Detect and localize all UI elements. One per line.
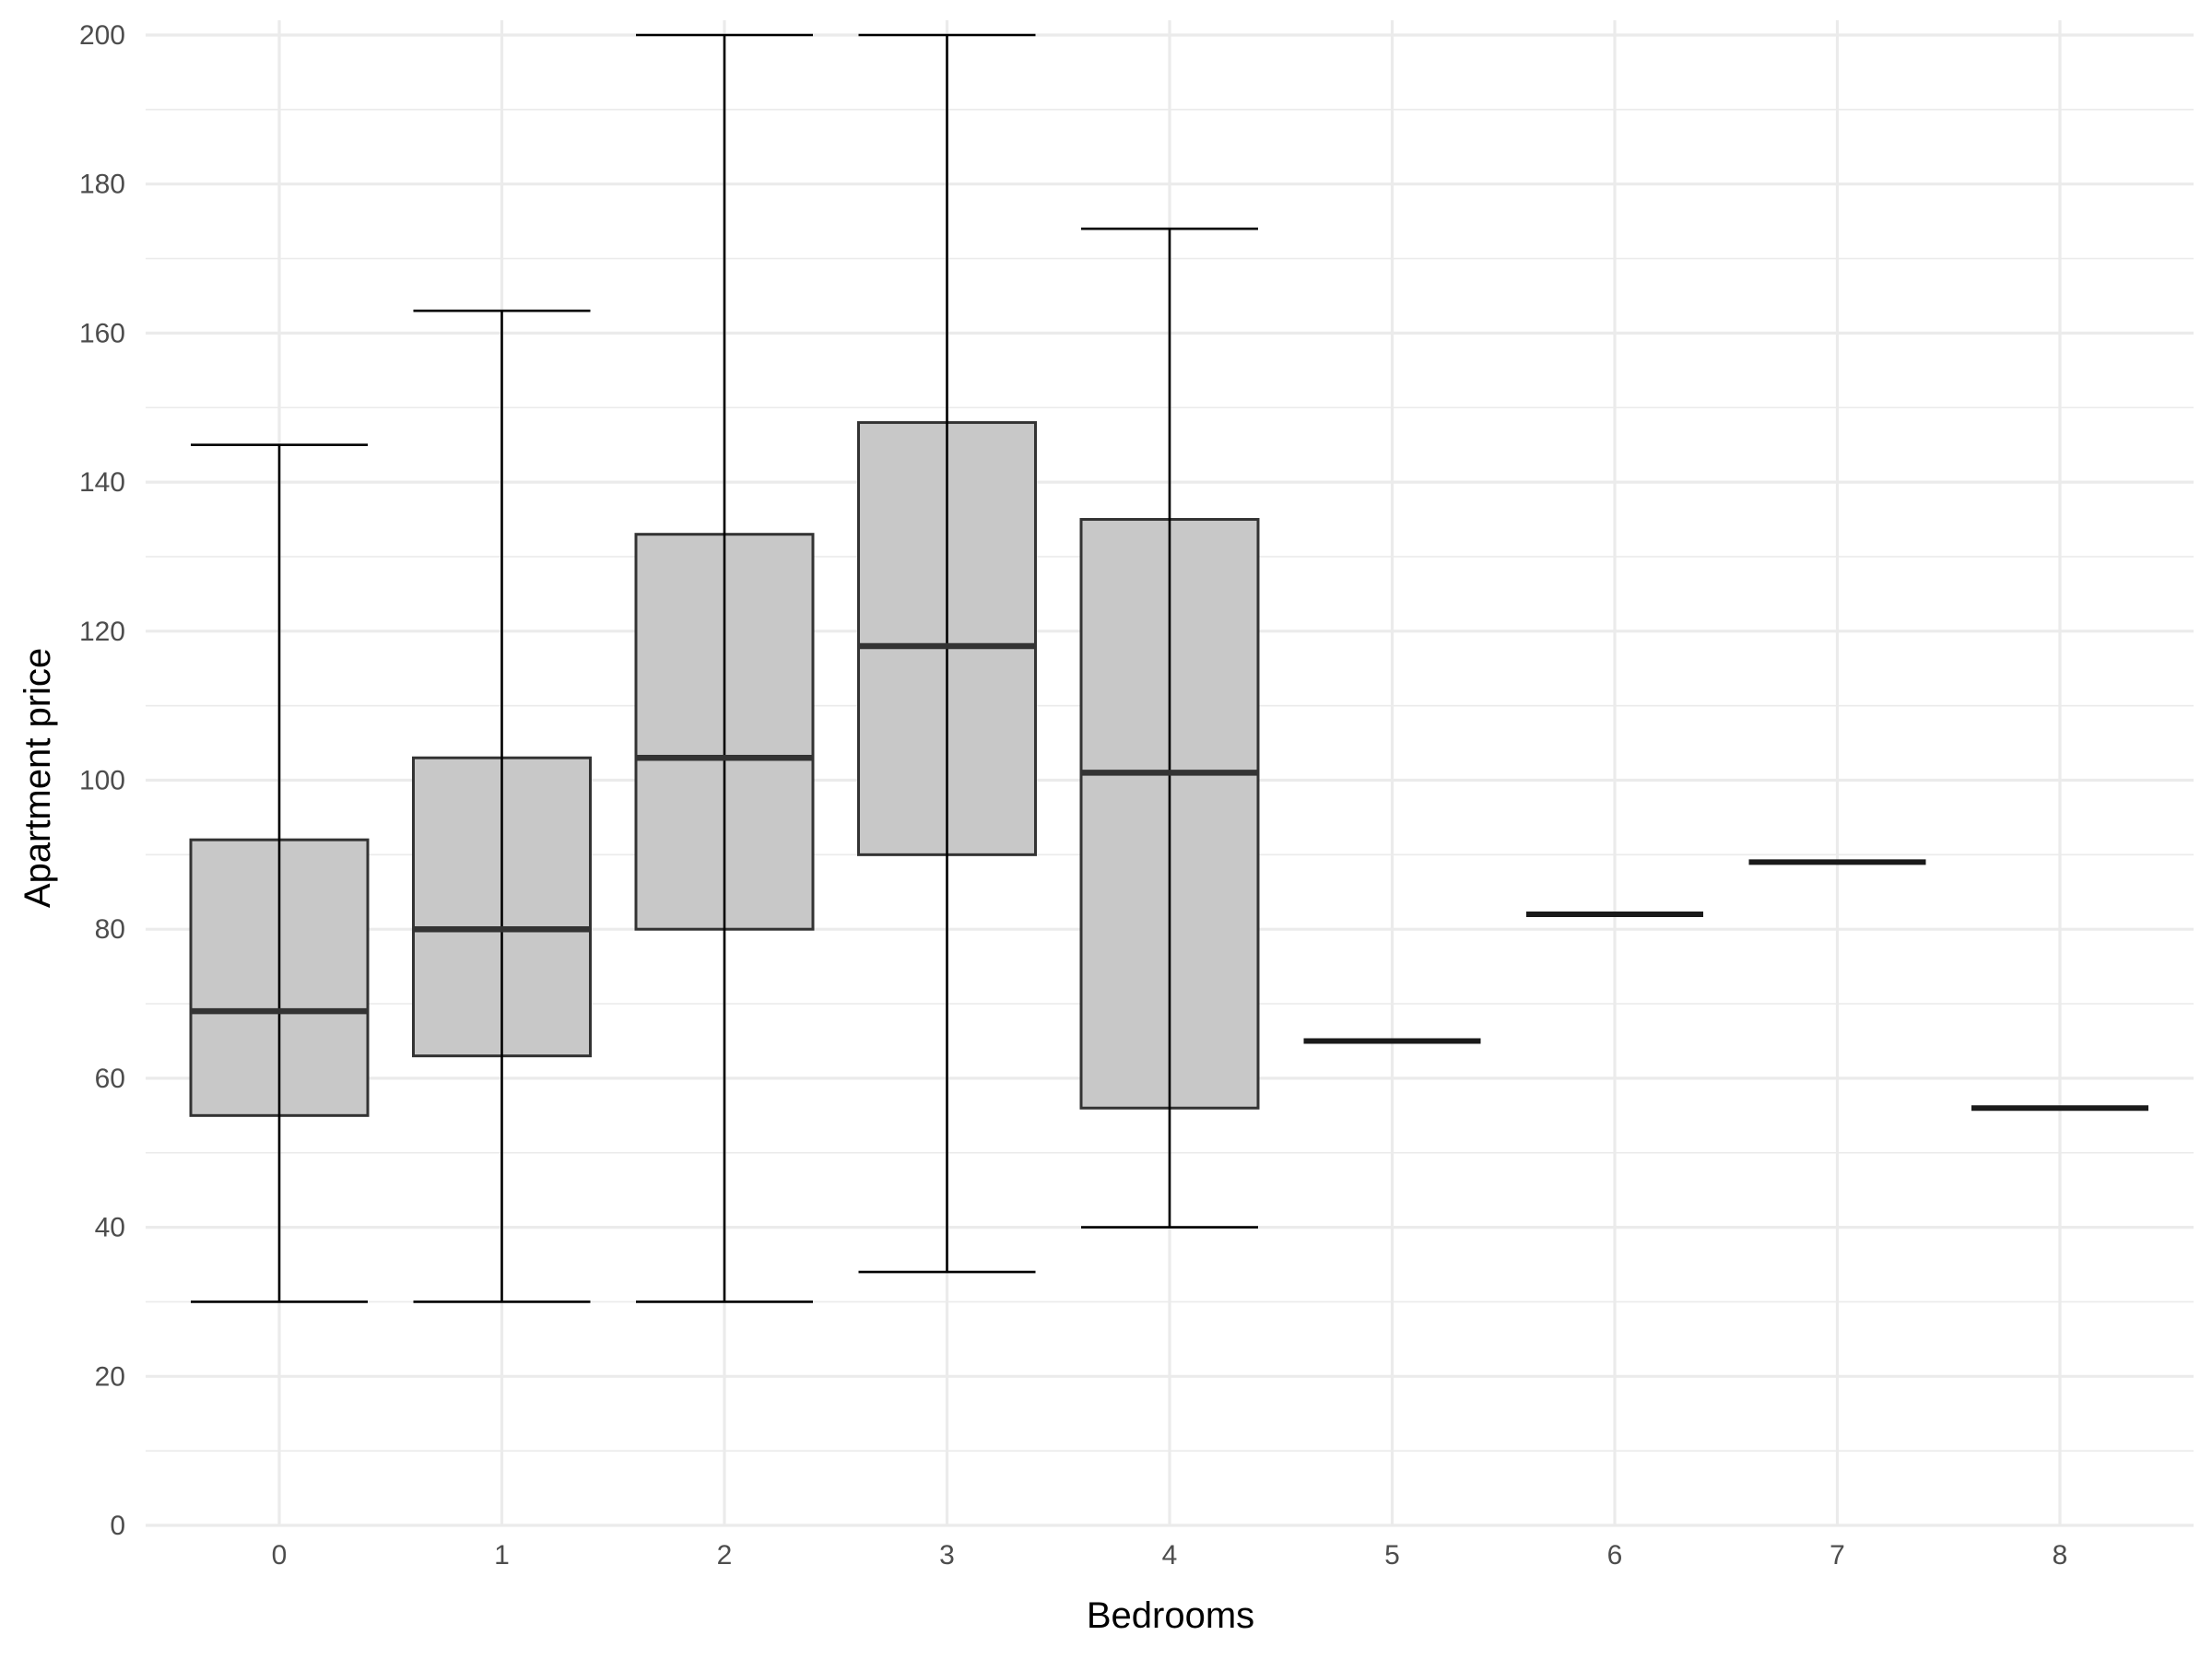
x-axis-ticks: 0 1 2 3 4 5 6 7 8 bbox=[272, 1540, 2068, 1571]
y-axis-title: Apartment price bbox=[18, 648, 58, 908]
y-tick-label: 40 bbox=[95, 1213, 125, 1243]
y-tick-label: 180 bbox=[79, 170, 125, 200]
x-tick-label: 4 bbox=[1162, 1540, 1178, 1571]
x-tick-label: 3 bbox=[939, 1540, 955, 1571]
y-tick-label: 160 bbox=[79, 318, 125, 348]
x-tick-label: 0 bbox=[272, 1540, 288, 1571]
y-tick-label: 80 bbox=[95, 914, 125, 945]
plot-area bbox=[189, 33, 2148, 1303]
box-4 bbox=[1079, 227, 1260, 1229]
y-tick-label: 60 bbox=[95, 1064, 125, 1094]
y-tick-label: 20 bbox=[95, 1361, 125, 1392]
x-tick-label: 6 bbox=[1607, 1540, 1623, 1571]
y-tick-label: 200 bbox=[79, 20, 125, 51]
y-tick-label: 100 bbox=[79, 766, 125, 796]
x-tick-label: 2 bbox=[717, 1540, 733, 1571]
x-tick-label: 8 bbox=[2053, 1540, 2068, 1571]
x-tick-label: 5 bbox=[1384, 1540, 1400, 1571]
box-2 bbox=[634, 33, 815, 1303]
y-tick-label: 120 bbox=[79, 617, 125, 647]
y-tick-label: 0 bbox=[110, 1511, 125, 1541]
box-1 bbox=[412, 309, 592, 1303]
x-tick-label: 7 bbox=[1830, 1540, 1845, 1571]
x-tick-label: 1 bbox=[494, 1540, 510, 1571]
y-axis-ticks: 0 20 40 60 80 100 120 140 160 180 200 bbox=[79, 20, 125, 1541]
box-0 bbox=[189, 443, 370, 1303]
box-3 bbox=[857, 33, 1037, 1274]
y-tick-label: 140 bbox=[79, 467, 125, 498]
x-axis-title: Bedrooms bbox=[1087, 1595, 1254, 1636]
